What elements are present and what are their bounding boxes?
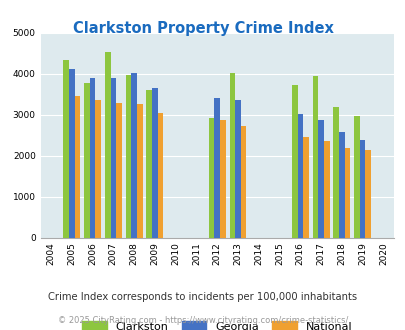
Bar — [338, 132, 344, 238]
Bar — [229, 73, 234, 238]
Bar — [220, 120, 225, 238]
Bar — [104, 52, 110, 238]
Bar — [84, 83, 90, 238]
Text: Crime Index corresponds to incidents per 100,000 inhabitants: Crime Index corresponds to incidents per… — [48, 292, 357, 302]
Bar — [69, 69, 75, 238]
Bar — [359, 140, 364, 238]
Bar — [95, 100, 101, 238]
Bar — [63, 60, 69, 238]
Bar — [333, 107, 338, 238]
Text: © 2025 CityRating.com - https://www.cityrating.com/crime-statistics/: © 2025 CityRating.com - https://www.city… — [58, 315, 347, 325]
Bar — [208, 118, 214, 238]
Bar — [291, 85, 297, 238]
Bar — [90, 78, 95, 238]
Bar — [318, 120, 323, 238]
Bar — [354, 116, 359, 238]
Legend: Clarkston, Georgia, National: Clarkston, Georgia, National — [82, 321, 351, 330]
Bar — [131, 73, 136, 238]
Text: Clarkston Property Crime Index: Clarkston Property Crime Index — [72, 21, 333, 36]
Bar — [240, 126, 246, 238]
Bar — [75, 96, 80, 238]
Bar — [214, 98, 220, 238]
Bar — [312, 76, 318, 238]
Bar — [323, 141, 329, 238]
Bar — [157, 113, 163, 238]
Bar — [303, 137, 308, 238]
Bar — [344, 148, 350, 238]
Bar — [152, 88, 157, 238]
Bar — [110, 78, 116, 238]
Bar — [146, 90, 152, 238]
Bar — [126, 75, 131, 238]
Bar — [297, 114, 303, 238]
Bar — [364, 150, 370, 238]
Bar — [116, 103, 121, 238]
Bar — [234, 100, 240, 238]
Bar — [136, 104, 142, 238]
